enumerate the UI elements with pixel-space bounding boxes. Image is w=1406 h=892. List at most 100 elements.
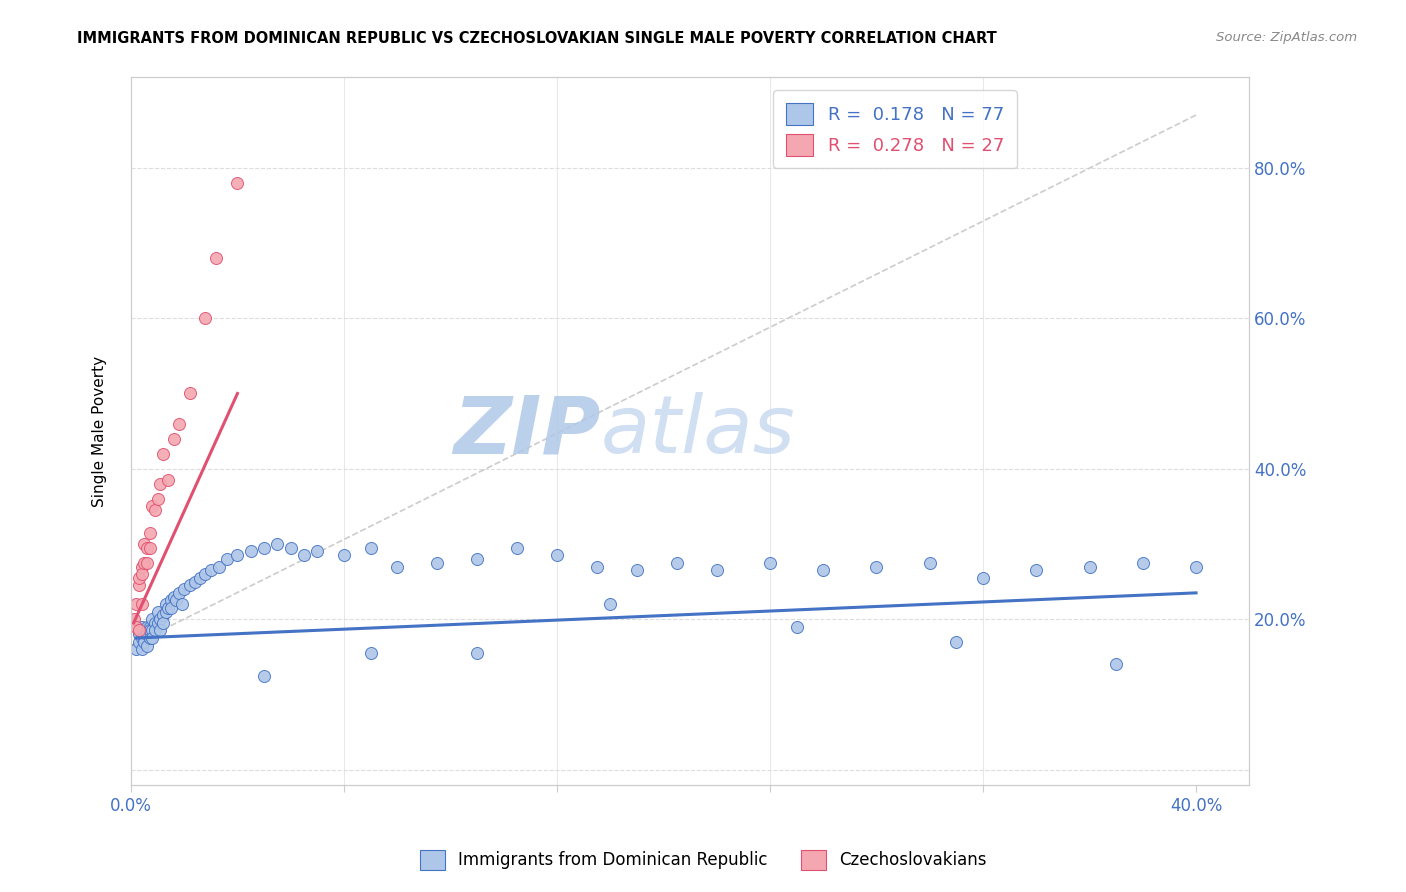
Point — [1078, 559, 1101, 574]
Point — [215, 552, 238, 566]
Point — [253, 541, 276, 555]
Point — [128, 571, 150, 585]
Point — [135, 639, 157, 653]
Point — [179, 386, 201, 401]
Point — [152, 615, 174, 630]
Point — [813, 563, 835, 577]
Point — [122, 612, 145, 626]
Legend: R =  0.178   N = 77, R =  0.278   N = 27: R = 0.178 N = 77, R = 0.278 N = 27 — [773, 90, 1017, 169]
Point — [143, 624, 166, 638]
Point — [626, 563, 648, 577]
Point — [292, 548, 315, 562]
Point — [131, 567, 153, 582]
Point — [152, 447, 174, 461]
Point — [141, 612, 163, 626]
Point — [131, 620, 153, 634]
Point — [333, 548, 356, 562]
Text: Source: ZipAtlas.com: Source: ZipAtlas.com — [1216, 31, 1357, 45]
Point — [188, 571, 211, 585]
Point — [465, 552, 488, 566]
Point — [125, 597, 148, 611]
Point — [141, 631, 163, 645]
Point — [135, 627, 157, 641]
Y-axis label: Single Male Poverty: Single Male Poverty — [93, 356, 107, 507]
Point — [167, 586, 190, 600]
Point — [138, 541, 160, 555]
Point — [131, 631, 153, 645]
Point — [706, 563, 728, 577]
Point — [138, 525, 160, 540]
Point — [131, 559, 153, 574]
Point — [194, 567, 217, 582]
Point — [360, 541, 382, 555]
Point — [135, 620, 157, 634]
Point — [200, 563, 222, 577]
Legend: Immigrants from Dominican Republic, Czechoslovakians: Immigrants from Dominican Republic, Czec… — [413, 843, 993, 877]
Point — [149, 612, 172, 626]
Point — [128, 578, 150, 592]
Point — [146, 615, 169, 630]
Point — [194, 311, 217, 326]
Point — [665, 556, 688, 570]
Point — [1132, 556, 1154, 570]
Point — [131, 597, 153, 611]
Point — [138, 620, 160, 634]
Point — [387, 559, 409, 574]
Point — [162, 590, 184, 604]
Point — [134, 537, 156, 551]
Point — [157, 601, 180, 615]
Point — [426, 556, 449, 570]
Point — [1185, 559, 1208, 574]
Point — [360, 646, 382, 660]
Point — [131, 642, 153, 657]
Point — [149, 624, 172, 638]
Point — [253, 668, 276, 682]
Text: IMMIGRANTS FROM DOMINICAN REPUBLIC VS CZECHOSLOVAKIAN SINGLE MALE POVERTY CORREL: IMMIGRANTS FROM DOMINICAN REPUBLIC VS CZ… — [77, 31, 997, 46]
Point — [239, 544, 262, 558]
Point — [134, 624, 156, 638]
Point — [141, 624, 163, 638]
Point — [146, 605, 169, 619]
Text: atlas: atlas — [600, 392, 796, 470]
Point — [179, 578, 201, 592]
Point — [465, 646, 488, 660]
Point — [170, 597, 193, 611]
Point — [226, 176, 249, 190]
Point — [155, 605, 177, 619]
Point — [135, 541, 157, 555]
Point — [786, 620, 808, 634]
Point — [128, 627, 150, 641]
Point — [134, 634, 156, 648]
Point — [125, 620, 148, 634]
Point — [141, 500, 163, 514]
Point — [138, 624, 160, 638]
Point — [143, 503, 166, 517]
Point — [165, 593, 187, 607]
Point — [865, 559, 887, 574]
Point — [226, 548, 249, 562]
Point — [143, 615, 166, 630]
Point — [972, 571, 994, 585]
Point — [155, 597, 177, 611]
Point — [138, 631, 160, 645]
Point — [160, 601, 183, 615]
Point — [918, 556, 941, 570]
Point — [599, 597, 621, 611]
Point — [146, 491, 169, 506]
Point — [208, 559, 231, 574]
Point — [173, 582, 195, 596]
Point — [759, 556, 782, 570]
Point — [1105, 657, 1128, 672]
Point — [128, 634, 150, 648]
Text: ZIP: ZIP — [453, 392, 600, 470]
Point — [586, 559, 609, 574]
Point — [167, 417, 190, 431]
Point — [134, 631, 156, 645]
Point — [546, 548, 568, 562]
Point — [149, 476, 172, 491]
Point — [945, 634, 967, 648]
Point — [157, 473, 180, 487]
Point — [266, 537, 288, 551]
Point — [205, 251, 228, 265]
Point — [135, 556, 157, 570]
